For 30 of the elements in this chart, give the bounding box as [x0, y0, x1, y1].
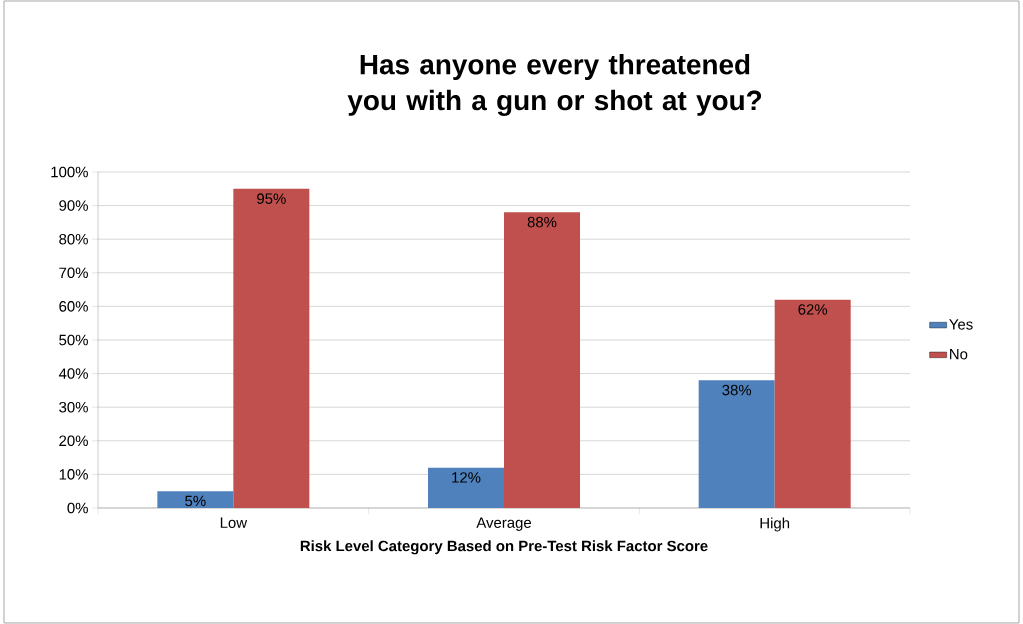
y-tick-label: 100%	[51, 166, 88, 178]
data-label: 88%	[527, 216, 557, 228]
x-tick-label: Low	[220, 517, 248, 528]
bar	[233, 188, 310, 508]
y-tick-label: 10%	[59, 469, 88, 480]
x-tick-label: High	[760, 517, 790, 532]
y-tick-label: 40%	[58, 368, 88, 379]
x-tick-label: Average	[476, 517, 532, 531]
chart-title: Has anyone every threatened you with a gun or shot at you?	[347, 54, 762, 116]
bar	[774, 299, 851, 508]
y-tick-label: 20%	[59, 435, 88, 447]
y-tick-label: 50%	[59, 334, 88, 346]
data-label: 95%	[257, 193, 286, 204]
data-label: 5%	[185, 495, 206, 507]
bar	[428, 467, 505, 508]
y-tick-label: 90%	[59, 200, 88, 211]
y-tick-label: 80%	[59, 233, 88, 245]
bar	[157, 491, 234, 508]
bar	[698, 380, 775, 508]
bar	[504, 212, 581, 508]
y-tick-label: 0%	[67, 502, 88, 514]
legend-label: No	[950, 348, 968, 360]
y-tick-label: 30%	[59, 401, 88, 413]
y-tick-label: 60%	[59, 301, 88, 312]
data-label: 62%	[798, 304, 828, 315]
y-tick-label: 70%	[59, 267, 88, 279]
x-axis-title: Risk Level Category Based on Pre-Test Risk Factor Score	[300, 540, 708, 555]
data-label: 38%	[722, 384, 752, 396]
data-label: 12%	[452, 472, 481, 483]
legend-label: Yes	[949, 319, 973, 330]
